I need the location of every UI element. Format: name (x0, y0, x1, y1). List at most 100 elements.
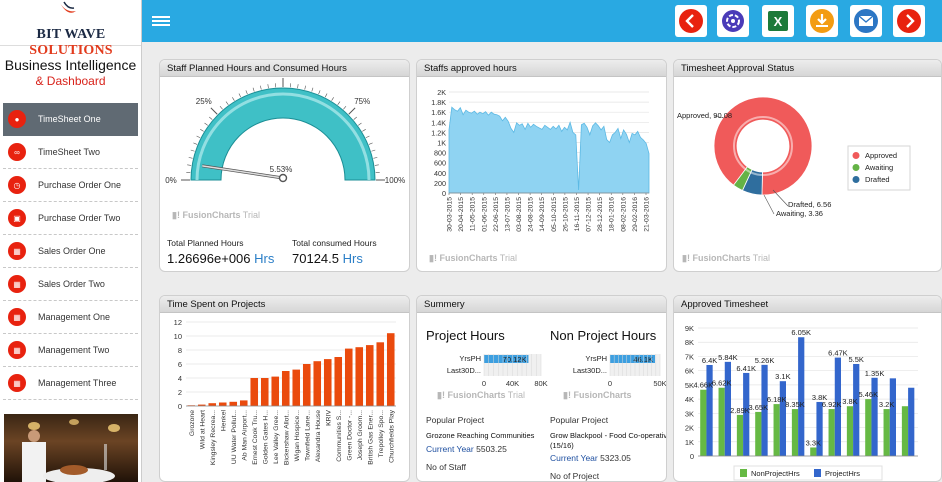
bar-nonprojecthrs (755, 411, 762, 456)
project-hours-row1-label: YrsPH (459, 354, 481, 363)
gauge-tick (225, 101, 229, 105)
legend-label: Approved (865, 151, 897, 160)
non-project-hours-heading: Non Project Hours (550, 328, 657, 343)
top-toolbar: X (142, 0, 942, 42)
sidebar-item-label: Management Two (38, 345, 110, 355)
popular-project-label-2: Popular Project (550, 415, 609, 425)
bar (197, 404, 206, 406)
data-label: 5.5K (848, 355, 863, 364)
sidebar-item-timesheet-one[interactable]: ● TimeSheet One (3, 103, 138, 136)
gauge-tick (362, 129, 366, 132)
refresh-button[interactable] (717, 5, 749, 37)
x-tick-label: Golden Gates H... (262, 410, 269, 465)
y-tick-label: 2 (178, 388, 182, 397)
export-excel-button[interactable]: X (762, 5, 794, 37)
bar (281, 371, 290, 406)
sidebar-item-label: Purchase Order Two (38, 213, 121, 223)
x-tick-label: 29-02-2016 (632, 197, 639, 232)
grid-icon: ▦ (8, 275, 26, 293)
clock-icon: ◷ (8, 176, 26, 194)
sidebar-item-management-two[interactable]: ▦ Management Two (3, 334, 138, 367)
sidebar-item-purchase-order-one[interactable]: ◷ Purchase Order One (3, 169, 138, 202)
approved-timesheet-bar-chart: 0 1K 2K 3K 4K 5K 6K 7K 8K 9K 4.66K 6.4K 6.62K 5.84K 2.… (685, 324, 918, 481)
project-hours-axis-label: 80K (534, 379, 547, 388)
x-tick-label: 24-08-2015 (528, 197, 535, 232)
project-hours-bar (484, 355, 529, 363)
staffs-approved-panel: Staffs approved hours 0 200 400 600 800 1K 1.2… (416, 59, 667, 272)
gauge-tick (297, 84, 299, 89)
bar-projecthrs (816, 401, 823, 456)
no-of-project-label: No of Project (550, 471, 600, 481)
y-tick-label: 2K (685, 424, 694, 433)
app-title: Business Intelligence (4, 57, 137, 73)
sidebar-item-timesheet-two[interactable]: ∞ TimeSheet Two (3, 136, 138, 169)
bar-projecthrs (761, 364, 768, 456)
brand-name-secondary: SOLUTIONS (29, 43, 113, 58)
grid-icon: ▦ (8, 242, 26, 260)
x-tick-label: UU Water Pollut... (231, 410, 238, 464)
gauge-tick (193, 142, 198, 145)
bar-projecthrs (798, 337, 805, 456)
email-button[interactable] (850, 5, 882, 37)
gauge-tick (204, 122, 208, 126)
sidebar-item-management-three[interactable]: ▦ Management Three (3, 367, 138, 400)
project-hours-axis-label: 0 (482, 379, 486, 388)
awaiting-leader (763, 194, 775, 215)
y-tick-label: 6 (178, 360, 182, 369)
bar (323, 359, 332, 406)
x-tick-label: Wild at Heart (199, 410, 206, 449)
logo-swoosh-icon (60, 1, 76, 13)
x-tick-label: 11-05-2015 (470, 197, 477, 231)
data-label: 6.41K (736, 364, 756, 373)
y-tick-label: 1.4K (431, 118, 446, 127)
y-tick-label: 1.2K (431, 128, 446, 137)
timesheet-status-title: Timesheet Approval Status (674, 60, 941, 77)
forward-button[interactable] (893, 5, 925, 37)
y-tick-label: 2K (437, 88, 446, 97)
data-label: 8.35K (785, 400, 805, 409)
legend-marker (852, 152, 860, 159)
data-label: 3.8K (842, 397, 857, 406)
gauge-tick (232, 97, 235, 101)
y-tick-label: 8 (178, 346, 182, 355)
x-tick-label: 28-12-2015 (597, 197, 604, 232)
hamburger-menu-icon[interactable] (152, 16, 170, 26)
gauge-tick (343, 106, 347, 110)
legend-marker (852, 164, 860, 171)
sidebar-item-management-one[interactable]: ▦ Management One (3, 301, 138, 334)
bar-nonprojecthrs (883, 409, 890, 456)
bar-nonprojecthrs (846, 406, 854, 456)
grid-icon: ▦ (8, 308, 26, 326)
y-tick-label: 800 (434, 149, 446, 158)
bar-nonprojecthrs (700, 389, 707, 456)
download-button[interactable] (806, 5, 838, 37)
x-tick-label: Ernest Cook Tru... (252, 410, 259, 465)
gauge-tick (196, 135, 201, 139)
current-year-label: Current Year 5503.25 (426, 444, 507, 454)
data-label: 3.1K (775, 372, 790, 381)
gauge-tick (348, 107, 356, 115)
back-button[interactable] (675, 5, 707, 37)
bar-nonprojecthrs (718, 387, 725, 456)
data-label: 1.35K (865, 369, 885, 378)
sidebar-item-sales-order-one[interactable]: ▦ Sales Order One (3, 235, 138, 268)
y-tick-label: 600 (434, 159, 446, 168)
bar-projecthrs (743, 372, 750, 456)
fusioncharts-watermark: ▮! FusionCharts Trial (429, 253, 517, 263)
gauge-tick (331, 97, 334, 101)
bar (344, 348, 353, 406)
sidebar-item-purchase-order-two[interactable]: ▣ Purchase Order Two (3, 202, 138, 235)
nonproject-hours-row2-label: Last30D... (573, 366, 607, 375)
gauge-tick (365, 135, 370, 139)
no-of-staff-label: No of Staff (426, 462, 467, 472)
bar-projecthrs (779, 381, 786, 456)
sidebar-item-sales-order-two[interactable]: ▦ Sales Order Two (3, 268, 138, 301)
bar-projecthrs (706, 364, 713, 456)
x-tick-label: Kingsley Recrea... (210, 410, 217, 465)
summary-title: Summery (417, 296, 666, 313)
bar (386, 333, 395, 406)
x-tick-label: KRIV (325, 410, 332, 426)
y-tick-label: 5K (685, 381, 694, 390)
bar-projecthrs (853, 363, 860, 456)
x-tick-label: 03-08-2015 (516, 197, 523, 232)
